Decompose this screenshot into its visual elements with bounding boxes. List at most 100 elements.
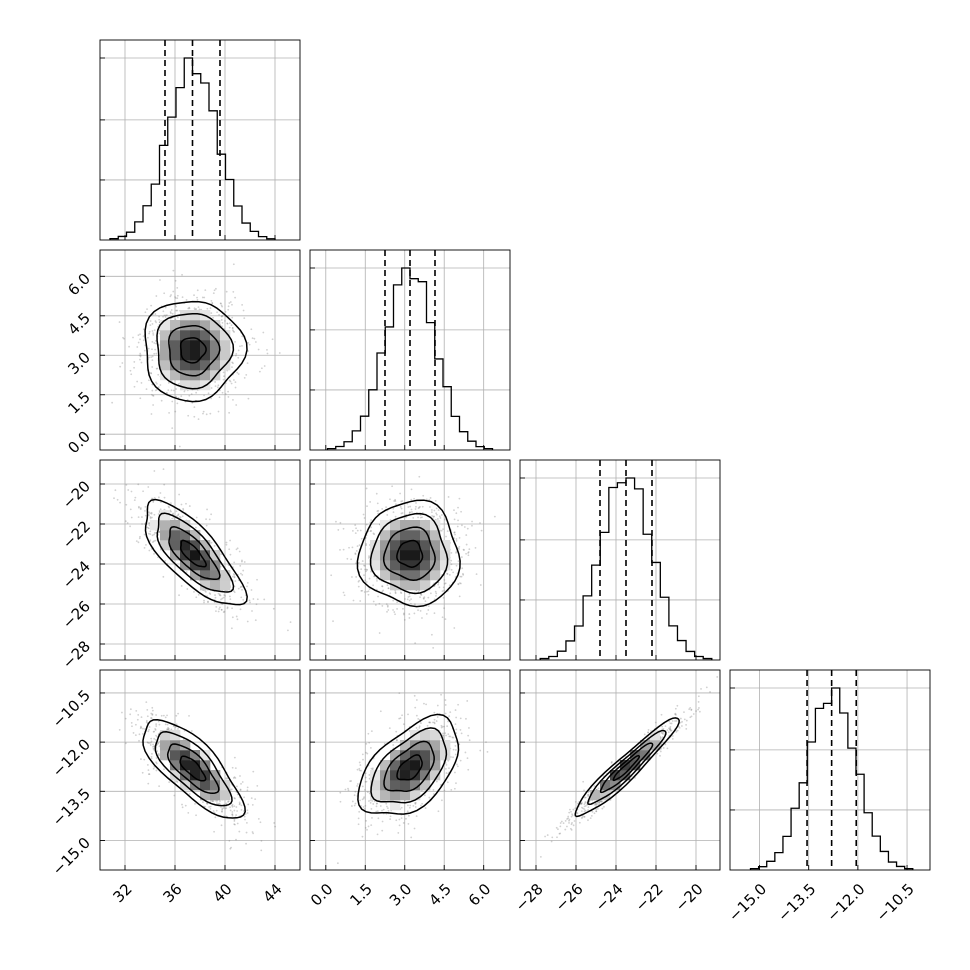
- sample-point: [204, 589, 206, 592]
- density-cell: [430, 560, 441, 571]
- sample-point: [681, 720, 683, 723]
- sample-point: [458, 595, 461, 598]
- sample-point: [225, 543, 228, 546]
- sample-point: [163, 483, 166, 486]
- sample-point: [466, 700, 469, 702]
- sample-point: [150, 372, 152, 374]
- sample-point: [449, 735, 452, 738]
- x-tick-label: −26: [552, 880, 587, 915]
- sample-point: [566, 818, 568, 820]
- sample-point: [154, 389, 157, 392]
- sample-point: [583, 815, 585, 818]
- sample-point: [414, 706, 417, 709]
- sample-point: [175, 714, 178, 717]
- sample-point: [155, 342, 157, 345]
- sample-point: [155, 762, 158, 765]
- density-cell: [190, 570, 201, 581]
- sample-point: [420, 722, 422, 725]
- sample-point: [193, 307, 196, 310]
- sample-point: [219, 302, 222, 305]
- density-cell: [160, 370, 171, 381]
- sample-point: [237, 373, 240, 375]
- sample-point: [456, 525, 459, 528]
- sample-point: [170, 510, 172, 513]
- sample-point: [354, 532, 357, 535]
- sample-point: [457, 519, 459, 522]
- sample-point: [256, 784, 259, 787]
- sample-point: [670, 722, 673, 725]
- sample-point: [414, 802, 416, 804]
- sample-point: [593, 812, 596, 815]
- density-cell: [160, 350, 171, 361]
- sample-point: [141, 523, 143, 525]
- sample-point: [234, 767, 237, 770]
- sample-point: [242, 810, 245, 812]
- sample-point: [375, 577, 378, 580]
- sample-point: [376, 810, 379, 813]
- sample-point: [413, 497, 415, 500]
- hist-background: [100, 40, 300, 240]
- sample-point: [446, 781, 449, 784]
- sample-point: [402, 607, 404, 610]
- sample-point: [459, 582, 462, 585]
- sample-point: [567, 817, 569, 820]
- sample-point: [660, 731, 663, 734]
- sample-point: [247, 341, 250, 344]
- density-cell: [420, 520, 431, 531]
- sample-point: [370, 570, 372, 573]
- density-cell: [200, 780, 211, 791]
- contour-level-2: [156, 312, 235, 390]
- sample-point: [675, 731, 678, 733]
- sample-point: [430, 511, 433, 514]
- sample-point: [400, 500, 403, 503]
- sample-point: [441, 734, 444, 737]
- sample-point: [146, 308, 148, 311]
- sample-point: [455, 551, 457, 554]
- sample-point: [669, 728, 672, 731]
- density-cell: [170, 320, 181, 331]
- density-cell: [390, 800, 401, 811]
- sample-point: [419, 596, 421, 599]
- sample-point: [158, 318, 161, 321]
- sample-point: [593, 803, 596, 806]
- density-cell: [400, 780, 411, 791]
- sample-point: [242, 598, 245, 601]
- sample-point: [129, 508, 132, 511]
- sample-point: [213, 289, 216, 292]
- histogram-panel-3: [729, 669, 931, 871]
- sample-point: [241, 303, 244, 306]
- sample-point: [551, 836, 554, 839]
- sample-point: [209, 805, 212, 808]
- sample-point: [151, 497, 153, 500]
- sample-point: [205, 413, 208, 416]
- sample-point: [419, 516, 422, 519]
- sample-point: [250, 797, 253, 799]
- sample-point: [176, 402, 179, 405]
- sample-point: [389, 592, 392, 595]
- x-tick-label: −13.5: [774, 880, 819, 925]
- sample-point: [450, 563, 453, 566]
- sample-point: [232, 575, 234, 578]
- density-cell: [410, 550, 421, 561]
- sample-point: [157, 373, 160, 376]
- sample-point: [232, 399, 234, 401]
- density-cell: [390, 560, 401, 571]
- sample-point: [181, 296, 184, 299]
- sample-point: [163, 292, 166, 295]
- sample-point: [233, 561, 236, 564]
- sample-point: [274, 825, 277, 828]
- sample-point: [674, 712, 677, 715]
- contour-level-0: [612, 754, 641, 782]
- sample-point: [444, 618, 447, 620]
- sample-point: [224, 595, 227, 597]
- density-cell: [400, 790, 411, 801]
- sample-point: [217, 610, 220, 613]
- sample-point: [126, 522, 129, 524]
- sample-point: [368, 588, 371, 590]
- sample-point: [158, 785, 161, 788]
- sample-point: [461, 524, 463, 527]
- sample-point: [159, 384, 162, 386]
- sample-point: [367, 825, 370, 828]
- sample-point: [198, 308, 201, 311]
- sample-point: [212, 316, 215, 319]
